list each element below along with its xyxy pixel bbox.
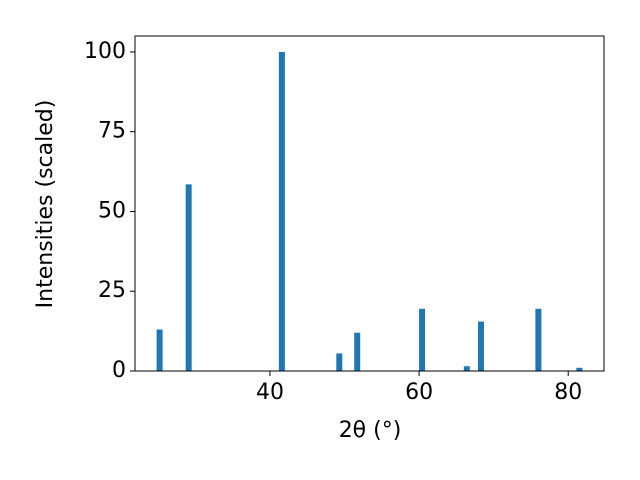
x-tick-label: 60 bbox=[405, 380, 433, 405]
y-tick-label: 0 bbox=[112, 358, 126, 383]
bar bbox=[156, 329, 163, 371]
bar bbox=[463, 366, 470, 371]
y-tick-label: 100 bbox=[84, 39, 126, 64]
bar bbox=[185, 184, 192, 371]
bar bbox=[535, 308, 542, 371]
bar bbox=[354, 332, 361, 371]
plot-frame bbox=[134, 35, 605, 372]
y-tick-label: 75 bbox=[98, 119, 126, 144]
x-axis-label: 2θ (°) bbox=[339, 418, 402, 443]
y-axis-label: Intensities (scaled) bbox=[33, 100, 58, 309]
bar bbox=[278, 51, 285, 371]
x-tick-label: 40 bbox=[256, 380, 284, 405]
bar bbox=[576, 367, 583, 371]
bar bbox=[419, 308, 426, 371]
y-tick-label: 50 bbox=[98, 198, 126, 223]
x-tick-label: 80 bbox=[554, 380, 582, 405]
bar bbox=[336, 353, 343, 371]
y-tick-label: 25 bbox=[98, 278, 126, 303]
bar bbox=[477, 321, 484, 371]
